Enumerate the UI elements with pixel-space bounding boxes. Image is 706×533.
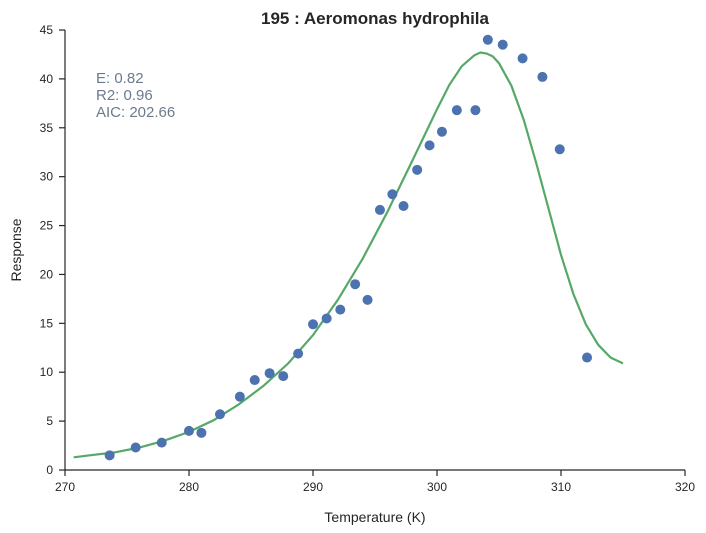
data-point <box>482 34 493 45</box>
y-tick-label: 20 <box>40 267 54 281</box>
data-point <box>424 140 435 151</box>
data-point <box>412 164 423 175</box>
data-point <box>184 425 194 436</box>
data-point <box>196 427 207 438</box>
data-point <box>537 71 548 82</box>
data-point <box>215 409 225 420</box>
fit-curve <box>73 51 624 459</box>
y-tick-label: 45 <box>40 23 54 37</box>
y-tick-label: 10 <box>40 365 54 379</box>
data-point <box>451 105 462 116</box>
x-tick-label: 310 <box>551 480 571 494</box>
data-point <box>554 144 565 155</box>
y-tick-label: 35 <box>40 121 54 135</box>
y-axis-label: Response <box>8 218 24 281</box>
axes: 270 280 290 300 310 320 0 5 10 15 20 25 30 35 40 45 <box>40 23 696 494</box>
data-point <box>156 437 167 448</box>
data-point <box>264 368 275 379</box>
x-tick-label: 300 <box>427 480 447 494</box>
data-point <box>249 375 260 386</box>
data-point <box>335 304 346 315</box>
fit-stat-line: E: 0.82 <box>96 70 144 87</box>
y-tick-label: 25 <box>40 219 54 233</box>
data-point <box>517 53 528 64</box>
x-tick-label: 270 <box>55 480 75 494</box>
data-point <box>470 105 481 116</box>
y-tick-label: 0 <box>46 463 53 477</box>
data-point <box>321 313 332 324</box>
data-point <box>308 319 318 330</box>
data-points-layer <box>104 34 593 461</box>
data-point <box>293 348 304 359</box>
y-tick-label: 30 <box>40 170 54 184</box>
data-point <box>387 189 398 200</box>
data-point <box>374 204 385 215</box>
data-point <box>362 294 373 305</box>
data-point <box>350 279 361 290</box>
data-point <box>497 39 508 50</box>
data-point <box>130 442 141 453</box>
fit-stat-line: AIC: 202.66 <box>96 104 175 121</box>
x-tick-label: 290 <box>303 480 323 494</box>
data-point <box>104 450 115 461</box>
x-tick-label: 320 <box>675 480 695 494</box>
data-point <box>278 371 289 382</box>
data-point <box>234 391 245 402</box>
x-tick-label: 280 <box>179 480 199 494</box>
chart-title: 195 : Aeromonas hydrophila <box>261 9 490 28</box>
y-tick-label: 5 <box>46 414 53 428</box>
fit-stat-line: R2: 0.96 <box>96 87 153 104</box>
fit-curve-layer <box>73 51 624 459</box>
y-tick-label: 40 <box>40 72 54 86</box>
data-point <box>436 126 447 137</box>
x-axis-label: Temperature (K) <box>324 509 425 525</box>
y-tick-label: 15 <box>40 316 54 330</box>
data-point <box>398 201 409 211</box>
data-point <box>582 352 593 363</box>
